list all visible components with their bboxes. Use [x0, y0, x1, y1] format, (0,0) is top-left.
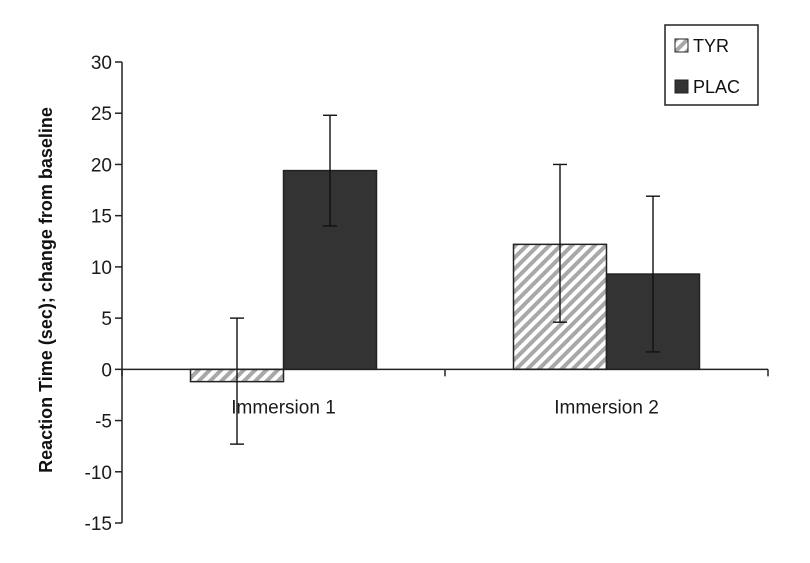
y-tick-label: -15: [85, 514, 112, 535]
y-tick-label: 0: [101, 360, 112, 381]
x-category-label: Immersion 1: [231, 397, 336, 418]
legend-swatch-tyr: [674, 38, 689, 53]
legend: TYR PLAC: [664, 24, 759, 106]
y-tick-label: -5: [95, 412, 112, 433]
legend-label-tyr: TYR: [693, 36, 729, 56]
legend-label-plac: PLAC: [693, 77, 740, 97]
legend-swatch-plac: [674, 79, 689, 94]
y-tick-label: 20: [91, 155, 112, 176]
y-tick-label: 10: [91, 258, 112, 279]
error-bars: [230, 114, 660, 445]
bars: [189, 169, 701, 383]
y-tick-label: -10: [85, 463, 112, 484]
y-tick-label: 15: [91, 207, 112, 228]
y-axis: 30 25 20 15 10 5 0 -5 -10 -15: [85, 53, 123, 535]
x-axis: Immersion 1 Immersion 2: [121, 368, 769, 418]
x-category-label: Immersion 2: [554, 397, 659, 418]
y-tick-label: 30: [91, 53, 112, 74]
y-axis-title: Reaction Time (sec); change from baselin…: [36, 107, 56, 473]
y-tick-label: 5: [101, 309, 112, 330]
y-tick-label: 25: [91, 104, 112, 125]
